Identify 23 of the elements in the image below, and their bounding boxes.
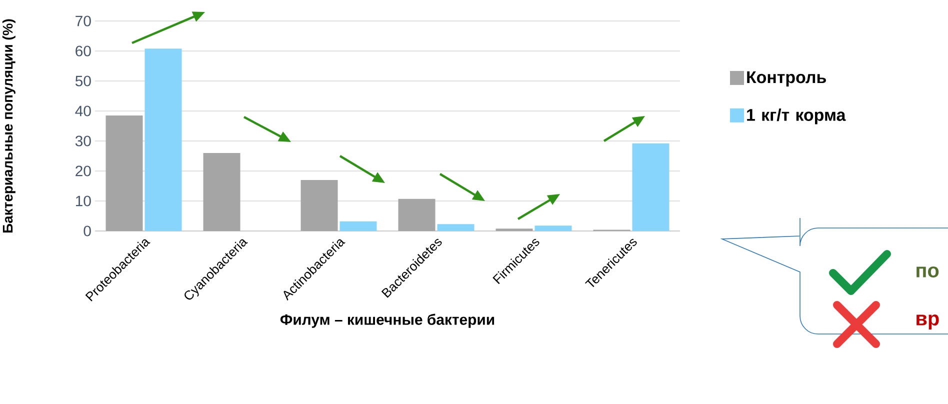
y-tick-label: 30 <box>75 136 91 146</box>
y-tick-label: 70 <box>76 16 91 26</box>
y-tick-label: 0 <box>84 226 91 236</box>
bar <box>437 224 474 231</box>
y-tick-label: 50 <box>75 76 91 86</box>
y-tick-label: 40 <box>75 106 91 116</box>
text: вр <box>916 314 939 330</box>
bar <box>534 226 572 231</box>
text: по <box>916 266 939 278</box>
y-axis-title: Бактериальные популяции (%) <box>2 19 16 232</box>
bar <box>106 115 143 231</box>
bar <box>632 143 670 231</box>
bar <box>398 198 436 231</box>
x-axis-title: Филум – кишечные бактерии <box>280 314 494 328</box>
y-tick-label: 10 <box>76 196 91 206</box>
legend-label: 1 кг/т корма <box>747 108 846 124</box>
y-tick-label: 60 <box>76 46 91 56</box>
bar <box>203 152 240 231</box>
legend-label: Контроль <box>747 71 826 87</box>
y-tick-label: 20 <box>76 166 91 176</box>
bar <box>300 180 338 231</box>
bar <box>144 48 182 231</box>
bar <box>340 221 377 231</box>
